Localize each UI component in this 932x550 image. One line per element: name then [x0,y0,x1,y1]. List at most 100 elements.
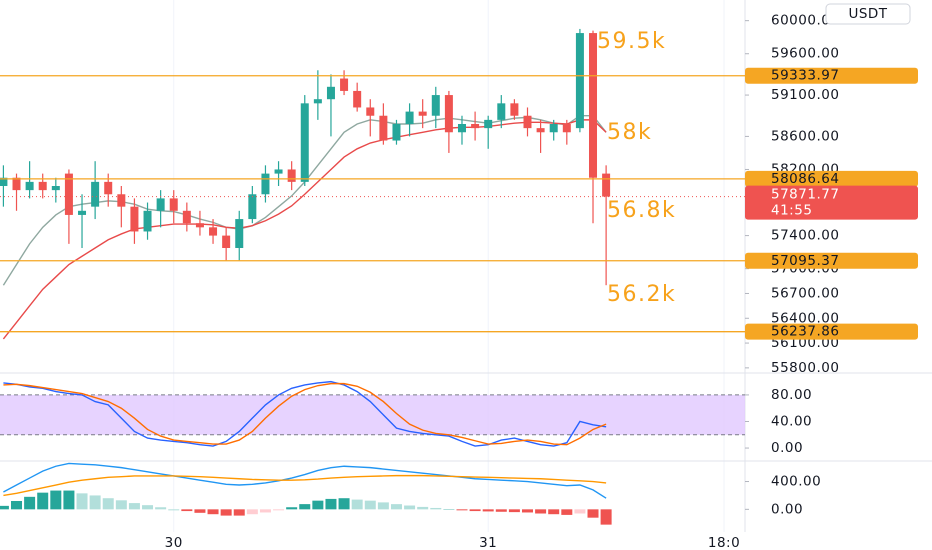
histogram-bar [259,509,271,513]
histogram-bar [286,507,298,510]
y-tick-label: 400.00 [771,474,821,490]
histogram-bar [76,493,88,510]
histogram-bar [312,500,324,510]
candle-body [431,95,440,116]
histogram-bar [168,509,180,511]
histogram-bar [469,509,481,512]
x-tick-label: 30 [165,535,183,550]
candle-body [156,198,165,211]
candle-body [78,210,87,215]
histogram-bar [142,505,154,510]
histogram-bar [377,502,389,510]
histogram-bar [404,505,416,510]
level-label: 58086.64 [771,171,839,187]
candle-body [602,173,611,197]
indicator-line [3,382,607,446]
histogram-bar [508,509,520,513]
histogram-bar [246,509,258,515]
candle-body [182,210,191,224]
y-tick-label: 59100.00 [771,87,839,103]
candle-body [248,194,257,220]
histogram-bar [115,500,127,510]
candle-body [549,124,558,133]
candle-body [589,33,598,178]
histogram-bar [89,495,101,510]
histogram-bar [194,509,206,513]
level-label-box [745,170,918,187]
y-tick-label: 0.00 [771,440,803,456]
indicator-line [3,380,607,447]
candle-body [523,115,532,129]
candle-body [484,119,493,129]
candle-body [405,111,414,124]
countdown-label: 41:55 [771,203,812,219]
candle-body [12,177,21,191]
candle-body [261,173,270,195]
level-label: 59333.97 [771,68,839,84]
candle-body [575,33,584,129]
histogram-bar [574,509,586,514]
histogram-bar [155,507,167,510]
histogram-bar [482,509,494,512]
x-tick-label: 18:0 [708,535,740,550]
candle-body [235,219,244,248]
histogram-bar [102,498,114,510]
histogram-bar [325,498,337,510]
y-tick-label: 57400.00 [771,228,839,244]
candle-body [510,103,519,116]
annotation: 56.8k [607,198,676,223]
histogram-bar [390,504,402,510]
y-tick-label: 56700.00 [771,285,839,301]
histogram-bar [522,509,534,513]
histogram-bar [11,500,23,510]
candle-body [222,235,231,248]
histogram-bar [0,505,9,510]
annotation: 56.2k [607,282,676,307]
candle-body [313,99,322,104]
histogram-bar [273,509,285,511]
candle-body [444,95,453,133]
histogram-bar [351,499,363,510]
histogram-bar [233,509,245,516]
histogram-bar [443,508,455,510]
indicator-line [3,474,607,497]
histogram-bar [600,509,612,525]
histogram-bar [181,509,193,512]
currency-box [825,3,911,25]
candle-body [117,194,126,207]
candle-body [287,169,296,182]
level-label-box [745,67,918,84]
indicator-line [2,119,607,340]
histogram-bar [299,504,311,510]
last-price-label: 57871.77 [771,187,839,203]
candle-body [195,223,204,228]
histogram-bar [338,498,350,510]
y-tick-label: 0.00 [771,501,803,517]
histogram-bar [587,509,599,518]
candle-body [562,124,571,133]
histogram-bar [548,509,560,515]
candle-body [143,210,152,232]
candle-body [130,206,139,232]
candle-body [471,124,480,129]
candle-body [169,198,178,211]
y-tick-label: 59600.00 [771,46,839,62]
candle-body [379,115,388,141]
indicator-line [3,462,607,499]
candle-body [366,107,375,116]
last-price-box [745,185,918,220]
level-label-box [745,252,918,269]
histogram-bar [561,509,573,515]
candle-body [38,181,47,191]
candle-body [340,78,349,91]
histogram-bar [495,509,507,512]
candle-body [25,181,34,191]
candle-body [418,111,427,116]
histogram-bar [220,509,232,516]
level-label-box [745,323,918,340]
candle-body [0,177,8,186]
histogram-bar [456,509,468,511]
